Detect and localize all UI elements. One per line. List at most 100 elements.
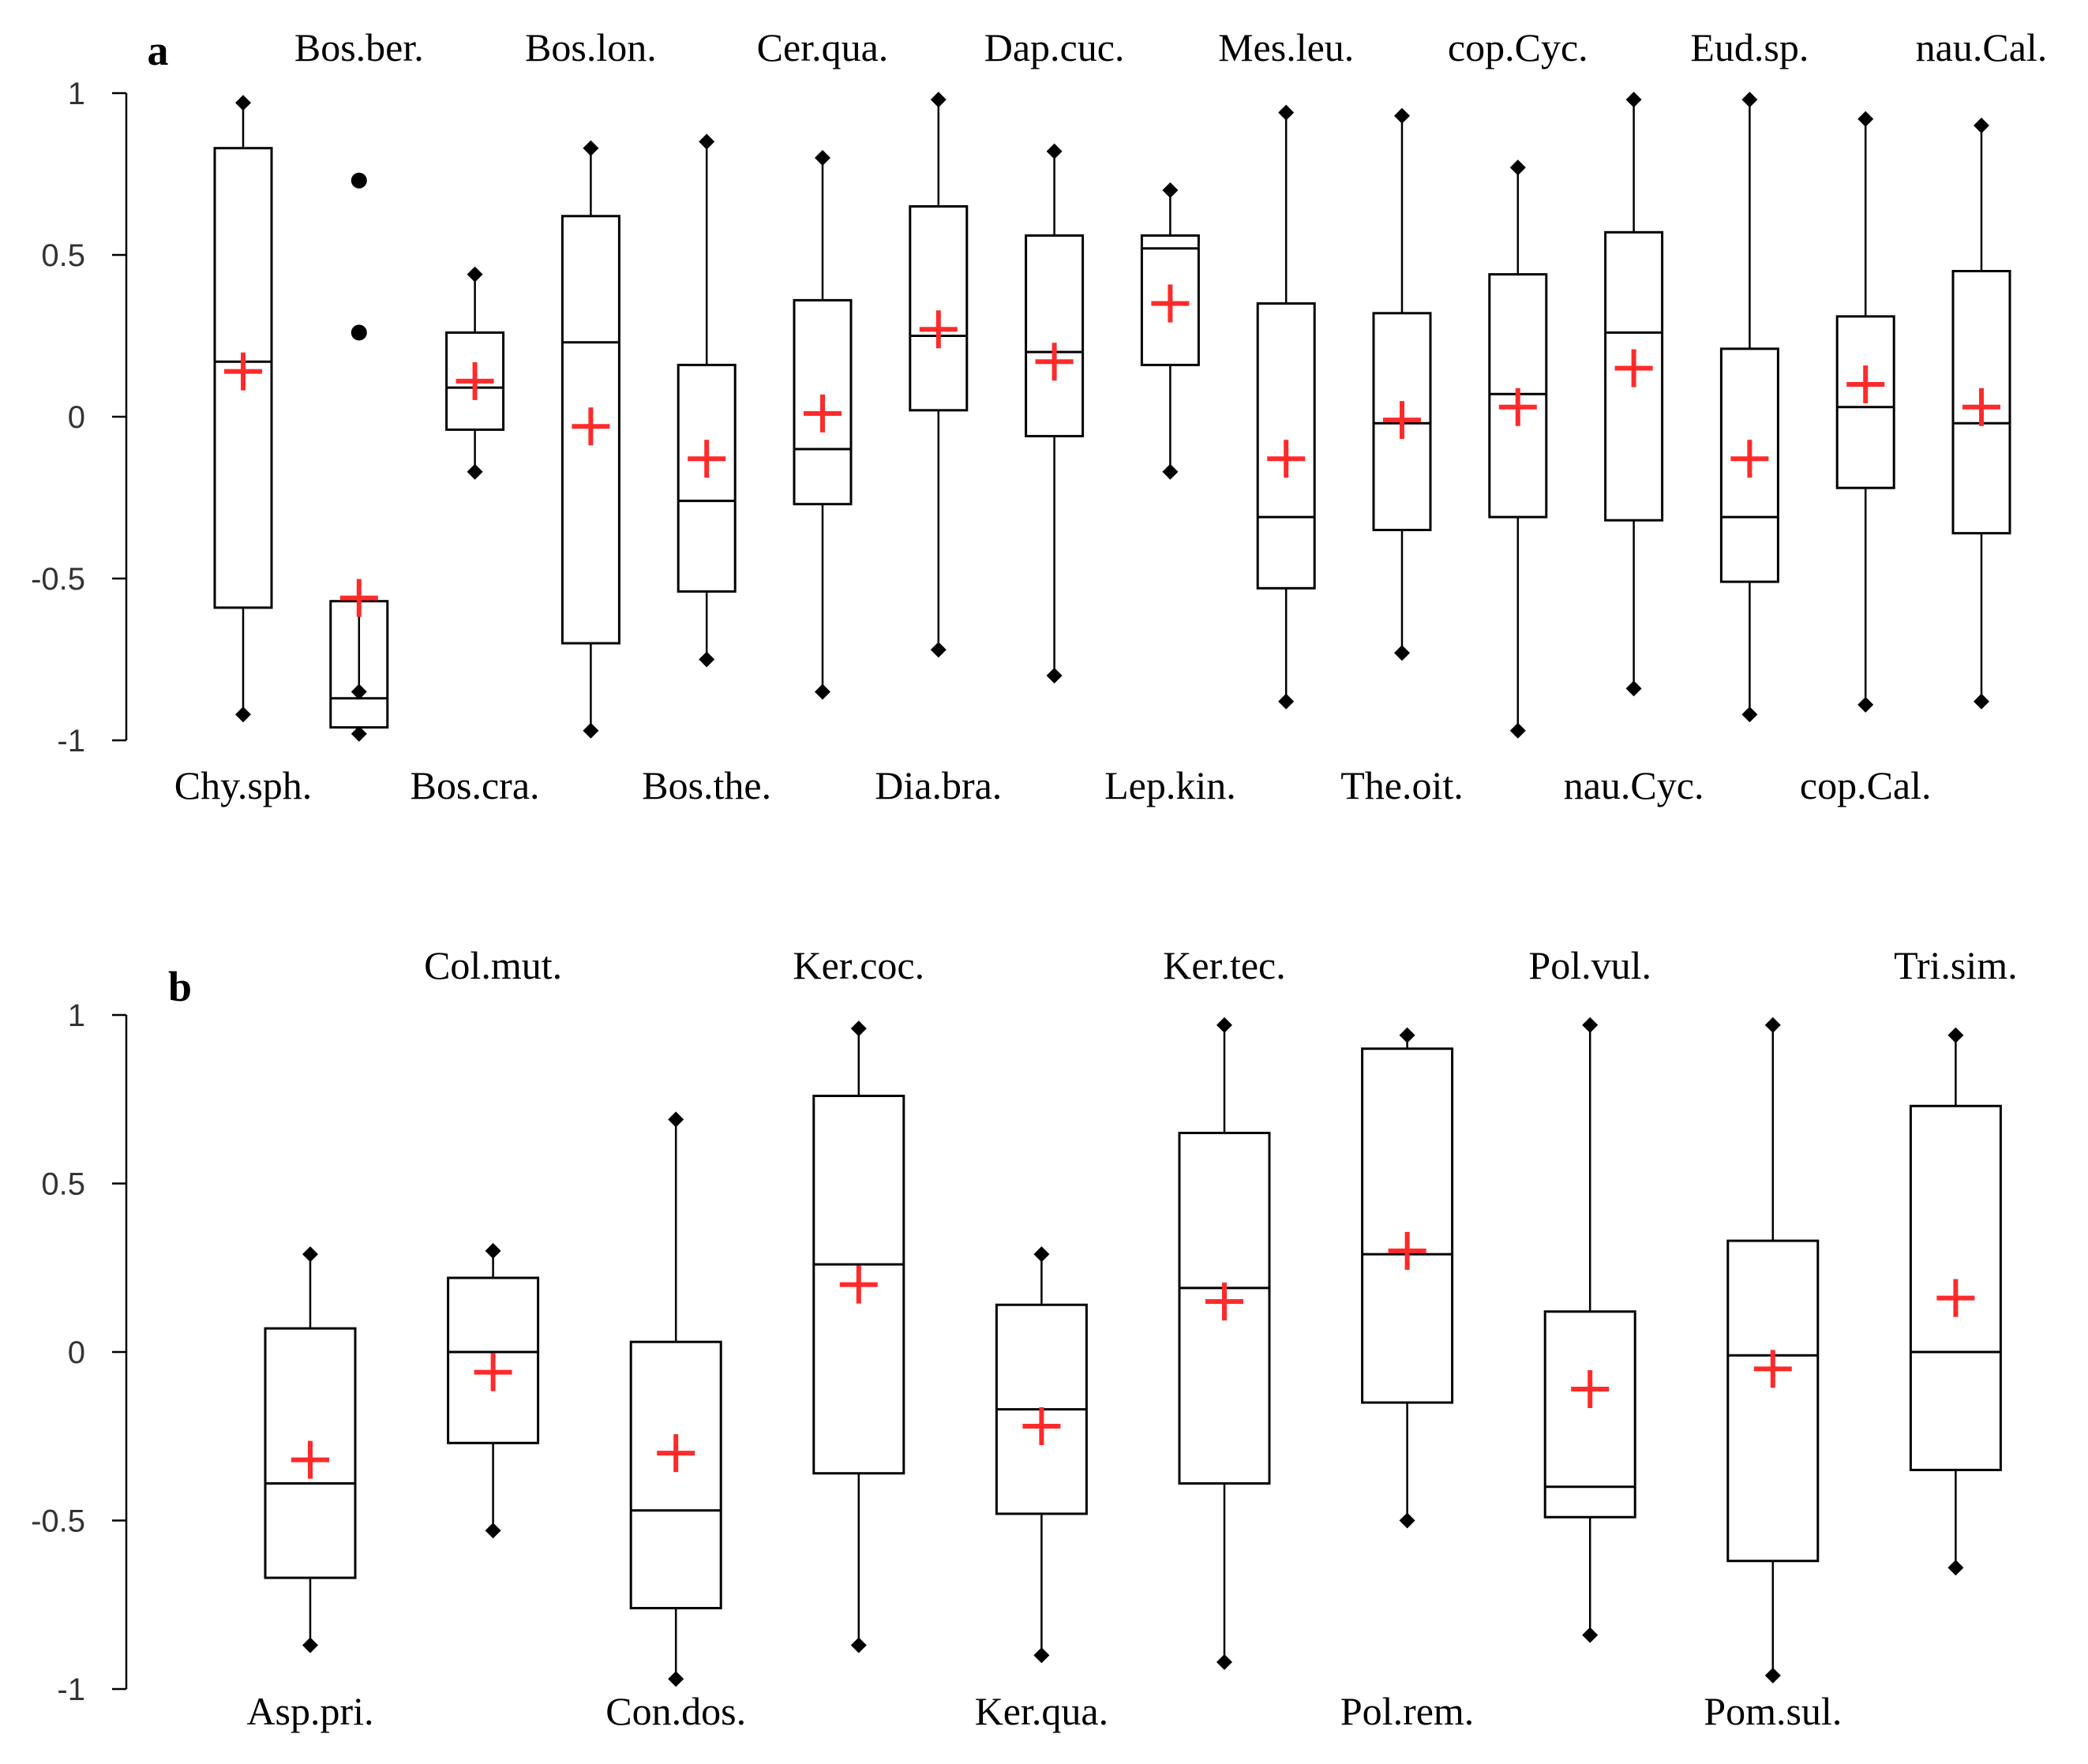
min-marker bbox=[1509, 722, 1526, 739]
box-kercoc: Ker.coc. bbox=[793, 943, 925, 1654]
iqr-box bbox=[629, 1340, 722, 1610]
y-tick-label: -1 bbox=[57, 1672, 85, 1707]
category-label: The.oit. bbox=[1340, 763, 1464, 807]
mean-marker bbox=[1846, 365, 1885, 403]
mean-marker bbox=[1151, 284, 1190, 323]
box-pomsul: Pom.sul. bbox=[1704, 1017, 1842, 1733]
iqr-box bbox=[445, 331, 505, 431]
min-marker bbox=[1162, 463, 1179, 480]
max-marker bbox=[815, 150, 830, 166]
max-marker bbox=[302, 1246, 318, 1263]
box-bosthe: Bos.the. bbox=[642, 133, 771, 807]
max-marker bbox=[350, 684, 367, 700]
category-label: nau.Cyc. bbox=[1564, 763, 1704, 807]
min-marker bbox=[467, 463, 483, 480]
mean-marker bbox=[919, 310, 958, 349]
box-trisim: Tri.sim. bbox=[1894, 943, 2018, 1576]
min-marker bbox=[1216, 1654, 1232, 1670]
iqr-box bbox=[213, 147, 273, 609]
iqr-box bbox=[1835, 315, 1895, 489]
category-label: Bos.ber. bbox=[294, 25, 424, 69]
mean-marker bbox=[1035, 343, 1074, 381]
category-label: Mes.leu. bbox=[1218, 25, 1354, 69]
box-naucal: nau.Cal. bbox=[1916, 25, 2048, 710]
category-label: Ker.qua. bbox=[975, 1689, 1108, 1733]
box-colmut: Col.mut. bbox=[424, 943, 562, 1539]
mean-marker bbox=[291, 1440, 329, 1479]
box-lepkin: Lep.kin. bbox=[1104, 182, 1236, 807]
iqr-box bbox=[1909, 1104, 2002, 1471]
category-label: Bos.lon. bbox=[525, 25, 657, 69]
mean-marker bbox=[1936, 1279, 1975, 1317]
category-label: cop.Cal. bbox=[1800, 763, 1932, 807]
max-marker bbox=[1857, 110, 1874, 127]
category-label: nau.Cal. bbox=[1916, 25, 2048, 69]
mean-marker bbox=[839, 1265, 878, 1304]
box-copcal: cop.Cal. bbox=[1800, 110, 1932, 807]
min-marker bbox=[302, 1637, 318, 1654]
category-label: Tri.sim. bbox=[1894, 943, 2018, 987]
y-tick-label: 0.5 bbox=[41, 1167, 85, 1202]
box-bosber: Bos.ber. bbox=[294, 25, 424, 742]
max-marker bbox=[467, 266, 483, 283]
min-marker bbox=[1857, 696, 1874, 713]
min-marker bbox=[485, 1522, 501, 1539]
iqr-box bbox=[1256, 302, 1316, 590]
min-marker bbox=[1947, 1560, 1964, 1576]
category-label: Dia.bra. bbox=[875, 763, 1002, 807]
y-tick-label: 1 bbox=[68, 77, 85, 111]
max-marker bbox=[583, 140, 599, 156]
category-label: Bos.cra. bbox=[410, 763, 540, 807]
max-marker bbox=[485, 1242, 501, 1259]
min-marker bbox=[1582, 1627, 1599, 1643]
box-theoit: The.oit. bbox=[1340, 107, 1464, 807]
box-copcyc: cop.Cyc. bbox=[1448, 25, 1588, 739]
max-marker bbox=[1278, 104, 1295, 121]
y-tick-label: 0 bbox=[68, 1335, 85, 1370]
min-marker bbox=[1974, 693, 1989, 710]
min-marker bbox=[1625, 680, 1642, 697]
mean-marker bbox=[688, 440, 726, 478]
iqr-box bbox=[1372, 312, 1432, 531]
iqr-box bbox=[909, 205, 969, 412]
box-polrem: Pol.rem. bbox=[1340, 1027, 1474, 1733]
iqr-box bbox=[1951, 270, 2011, 535]
category-label: Lep.kin. bbox=[1104, 763, 1236, 807]
box-chysph: Chy.sph. bbox=[174, 95, 313, 807]
category-label: Ker.coc. bbox=[793, 943, 925, 987]
box-boscra: Bos.cra. bbox=[410, 266, 540, 807]
mean-marker bbox=[1022, 1406, 1061, 1445]
mean-marker bbox=[1498, 388, 1537, 426]
min-marker bbox=[583, 722, 599, 739]
category-label: Eud.sp. bbox=[1690, 25, 1809, 69]
max-marker bbox=[1625, 92, 1642, 108]
category-label: Pol.vul. bbox=[1528, 943, 1651, 987]
iqr-box bbox=[1488, 273, 1548, 519]
box-cerqua: Cer.qua. bbox=[757, 25, 888, 700]
min-marker bbox=[1278, 693, 1295, 710]
min-marker bbox=[1033, 1647, 1050, 1664]
iqr-box bbox=[1543, 1310, 1636, 1519]
mean-marker bbox=[455, 361, 494, 400]
outlier-point bbox=[350, 324, 367, 341]
category-label: Col.mut. bbox=[424, 943, 562, 987]
min-marker bbox=[235, 706, 251, 723]
max-marker bbox=[1394, 107, 1410, 124]
category-label: Asp.pri. bbox=[246, 1689, 373, 1733]
max-marker bbox=[1162, 182, 1179, 198]
iqr-box bbox=[677, 363, 737, 593]
box-condos: Con.dos. bbox=[605, 1111, 746, 1733]
mean-marker bbox=[1571, 1369, 1610, 1408]
mean-marker bbox=[474, 1353, 512, 1391]
box-kertec: Ker.tec. bbox=[1163, 943, 1286, 1670]
mean-marker bbox=[657, 1434, 695, 1473]
y-tick-label: -0.5 bbox=[31, 562, 85, 597]
mean-marker bbox=[1614, 349, 1653, 388]
panel-letter: b bbox=[168, 963, 192, 1010]
category-label: Chy.sph. bbox=[174, 763, 313, 807]
iqr-box bbox=[1726, 1239, 1820, 1563]
box-naucyc: nau.Cyc. bbox=[1564, 92, 1704, 807]
category-label: Bos.the. bbox=[642, 763, 771, 807]
min-marker bbox=[1741, 706, 1758, 723]
